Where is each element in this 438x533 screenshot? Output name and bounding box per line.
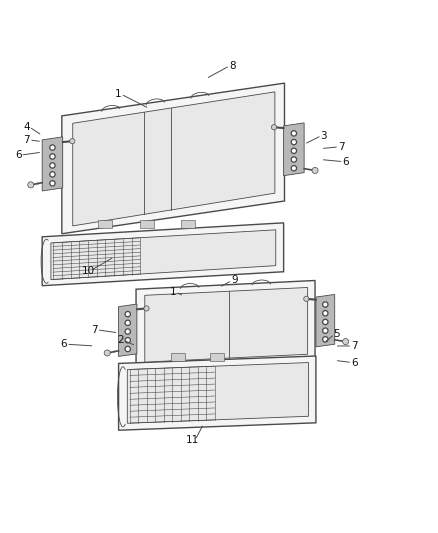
- Circle shape: [324, 338, 327, 341]
- FancyBboxPatch shape: [210, 353, 224, 361]
- Circle shape: [291, 166, 297, 171]
- Text: 9: 9: [231, 276, 237, 286]
- Text: 7: 7: [91, 325, 98, 335]
- Circle shape: [291, 140, 297, 144]
- Circle shape: [293, 149, 295, 152]
- Circle shape: [323, 337, 328, 342]
- Circle shape: [324, 321, 327, 323]
- Circle shape: [50, 181, 55, 186]
- Circle shape: [51, 182, 54, 184]
- FancyBboxPatch shape: [99, 220, 113, 228]
- Polygon shape: [42, 223, 284, 286]
- Circle shape: [127, 313, 129, 316]
- Text: 6: 6: [15, 150, 21, 160]
- Text: 4: 4: [24, 122, 30, 132]
- Polygon shape: [136, 280, 315, 369]
- Text: 7: 7: [24, 135, 30, 145]
- Circle shape: [125, 337, 131, 343]
- Text: 6: 6: [61, 339, 67, 349]
- Circle shape: [323, 319, 328, 325]
- Circle shape: [324, 329, 327, 332]
- Circle shape: [291, 131, 297, 136]
- Circle shape: [125, 311, 131, 317]
- Circle shape: [291, 157, 297, 162]
- Circle shape: [125, 346, 131, 352]
- Circle shape: [127, 348, 129, 350]
- FancyBboxPatch shape: [180, 220, 194, 228]
- Polygon shape: [284, 123, 304, 176]
- Text: 10: 10: [81, 266, 95, 276]
- Circle shape: [51, 164, 54, 167]
- Polygon shape: [119, 304, 137, 357]
- Circle shape: [127, 321, 129, 324]
- Text: 2: 2: [117, 335, 124, 345]
- Text: 6: 6: [343, 157, 349, 167]
- Circle shape: [125, 320, 131, 326]
- Polygon shape: [145, 287, 307, 362]
- FancyBboxPatch shape: [140, 220, 154, 228]
- Text: 7: 7: [351, 341, 358, 351]
- Circle shape: [50, 172, 55, 177]
- Circle shape: [323, 328, 328, 333]
- Circle shape: [304, 296, 309, 302]
- Circle shape: [28, 182, 34, 188]
- Text: 6: 6: [351, 358, 358, 368]
- Circle shape: [50, 163, 55, 168]
- Circle shape: [291, 148, 297, 154]
- Circle shape: [127, 339, 129, 342]
- Polygon shape: [127, 362, 308, 423]
- Text: 1: 1: [115, 89, 122, 99]
- Polygon shape: [51, 230, 276, 280]
- Circle shape: [50, 154, 55, 159]
- Circle shape: [343, 338, 349, 345]
- Text: 1: 1: [170, 287, 177, 297]
- Circle shape: [127, 330, 129, 333]
- Text: 5: 5: [334, 329, 340, 339]
- Circle shape: [144, 306, 149, 311]
- Circle shape: [324, 312, 327, 314]
- Circle shape: [293, 167, 295, 169]
- Text: 7: 7: [338, 142, 345, 152]
- Circle shape: [50, 145, 55, 150]
- Circle shape: [323, 302, 328, 307]
- Circle shape: [104, 350, 110, 356]
- Circle shape: [51, 155, 54, 158]
- Text: 11: 11: [186, 435, 199, 445]
- Circle shape: [324, 303, 327, 306]
- Circle shape: [293, 158, 295, 161]
- Circle shape: [323, 311, 328, 316]
- Polygon shape: [42, 137, 63, 191]
- Text: 3: 3: [321, 131, 327, 141]
- Polygon shape: [73, 92, 275, 226]
- Circle shape: [272, 125, 277, 130]
- Polygon shape: [62, 83, 285, 234]
- Circle shape: [51, 173, 54, 176]
- Circle shape: [70, 139, 75, 144]
- Circle shape: [293, 132, 295, 135]
- Polygon shape: [119, 356, 316, 430]
- FancyBboxPatch shape: [170, 353, 184, 361]
- Circle shape: [293, 141, 295, 143]
- Circle shape: [312, 167, 318, 174]
- Text: 8: 8: [229, 61, 235, 71]
- Polygon shape: [316, 294, 335, 347]
- Circle shape: [51, 146, 54, 149]
- Circle shape: [125, 329, 131, 334]
